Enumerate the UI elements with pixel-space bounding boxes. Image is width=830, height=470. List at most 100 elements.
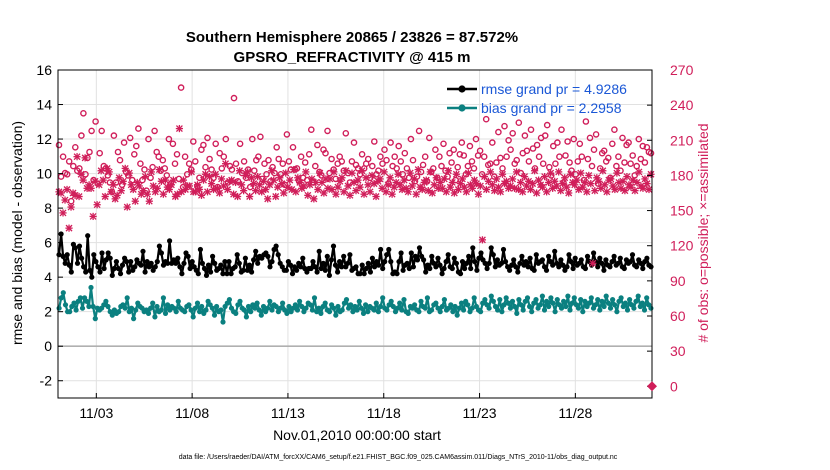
possible-obs-marker xyxy=(617,167,624,174)
possible-obs-marker xyxy=(301,159,309,166)
possible-obs-marker xyxy=(554,139,561,146)
assimilated-obs-marker xyxy=(591,187,599,195)
assimilated-obs-marker xyxy=(211,170,220,178)
bias-point xyxy=(331,305,337,311)
bias-point xyxy=(77,295,83,301)
rmse-point xyxy=(109,272,115,278)
possible-obs-marker xyxy=(466,142,474,150)
rmse-point xyxy=(376,262,382,268)
bias-point xyxy=(635,293,641,299)
possible-obs-marker xyxy=(525,158,533,165)
rmse-point xyxy=(234,252,240,258)
rmse-point xyxy=(601,267,607,273)
possible-obs-marker xyxy=(220,153,228,160)
assimilated-obs-marker xyxy=(93,201,101,209)
rmse-point xyxy=(289,271,296,277)
assimilated-obs-marker xyxy=(75,192,83,201)
rmse-point xyxy=(478,250,484,256)
assimilated-obs-marker xyxy=(561,174,569,182)
y2-tick-label: 240 xyxy=(670,97,694,113)
assimilated-obs-marker xyxy=(607,175,615,183)
assimilated-obs-marker xyxy=(362,174,370,182)
y-tick-label: 2 xyxy=(44,304,52,320)
assimilated-obs-marker xyxy=(376,175,384,183)
possible-obs-marker xyxy=(328,155,335,163)
assimilated-obs-marker xyxy=(234,192,242,201)
assimilated-obs-marker xyxy=(404,188,412,196)
assimilated-obs-marker xyxy=(63,185,71,194)
possible-obs-marker xyxy=(584,155,592,163)
possible-obs-marker xyxy=(486,160,494,167)
rmse-point xyxy=(187,265,193,272)
assimilated-obs-marker xyxy=(252,187,260,195)
assimilated-obs-marker xyxy=(203,188,212,196)
bias-point xyxy=(343,297,350,303)
bias-point xyxy=(548,295,554,301)
bias-point xyxy=(501,302,507,308)
bias-point xyxy=(486,305,492,311)
possible-obs-marker xyxy=(67,197,75,205)
rmse-point xyxy=(468,265,474,272)
possible-obs-marker xyxy=(324,127,331,135)
bias-point xyxy=(284,310,290,316)
rmse-point xyxy=(378,246,384,253)
bias-point xyxy=(537,302,543,308)
assimilated-obs-marker xyxy=(619,177,627,185)
assimilated-obs-marker xyxy=(61,196,69,204)
assimilated-obs-marker xyxy=(280,189,288,197)
bias-point xyxy=(273,303,279,310)
assimilated-obs-marker xyxy=(528,180,537,188)
rmse-point xyxy=(384,252,390,258)
possible-obs-marker xyxy=(216,149,223,157)
assimilated-obs-marker xyxy=(276,174,284,182)
bias-point xyxy=(316,305,322,311)
assimilated-obs-marker xyxy=(296,178,304,187)
possible-obs-marker xyxy=(63,170,71,178)
bias-point xyxy=(603,293,609,299)
rmse-point xyxy=(267,264,273,270)
assimilated-obs-marker xyxy=(643,180,651,188)
possible-obs-marker xyxy=(202,163,209,171)
possible-obs-marker xyxy=(541,132,549,139)
bias-point xyxy=(188,307,194,313)
possible-obs-marker xyxy=(141,166,148,173)
possible-obs-marker xyxy=(236,140,244,148)
possible-obs-marker xyxy=(488,139,496,146)
rmse-point xyxy=(128,259,134,265)
rmse-point xyxy=(515,269,521,275)
assimilated-obs-marker xyxy=(286,176,294,184)
possible-obs-marker xyxy=(543,121,551,129)
assimilated-obs-marker xyxy=(587,180,595,188)
possible-obs-marker xyxy=(576,140,584,148)
assimilated-obs-marker xyxy=(79,176,87,184)
bias-point xyxy=(516,297,522,303)
rmse-point xyxy=(556,264,562,270)
rmse-point xyxy=(423,269,429,275)
possible-obs-marker xyxy=(558,126,565,133)
assimilated-obs-marker xyxy=(394,170,402,178)
possible-obs-marker xyxy=(314,141,321,149)
bias-point xyxy=(639,300,646,306)
bias-point xyxy=(465,302,471,308)
bias-point xyxy=(388,298,394,304)
y2-axis-label: # of obs: o=possible; ×=assimilated xyxy=(695,123,711,342)
possible-obs-marker xyxy=(529,145,537,152)
rmse-point xyxy=(97,269,103,275)
bias-point xyxy=(84,298,90,304)
rmse-point xyxy=(367,269,373,275)
bias-point xyxy=(373,300,379,306)
possible-obs-marker xyxy=(381,146,388,153)
rmse-point xyxy=(519,253,525,259)
possible-obs-marker xyxy=(499,165,506,172)
bias-point xyxy=(175,298,181,304)
assimilated-obs-marker xyxy=(384,181,392,189)
possible-obs-marker xyxy=(493,159,500,166)
rmse-point xyxy=(316,248,322,254)
assimilated-obs-marker xyxy=(577,169,585,177)
bias-point xyxy=(505,300,511,306)
rmse-point xyxy=(74,260,81,266)
rmse-point xyxy=(269,259,275,265)
assimilated-obs-marker xyxy=(599,167,607,175)
bias-point xyxy=(124,295,130,301)
